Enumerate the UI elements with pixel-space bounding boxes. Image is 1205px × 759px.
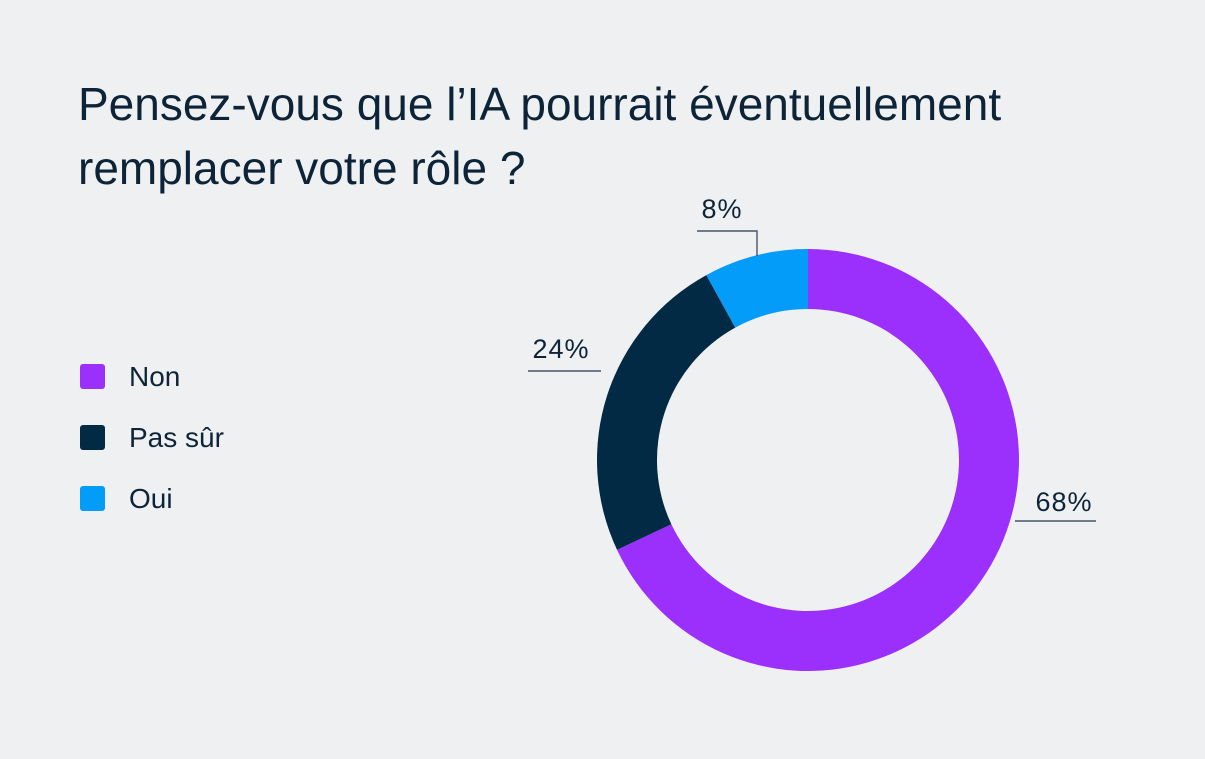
legend-item-oui: Oui xyxy=(80,468,224,529)
legend-label-pas-sur: Pas sûr xyxy=(129,421,224,453)
value-label-pas-sur: 24% xyxy=(532,334,589,364)
legend-label-oui: Oui xyxy=(129,482,173,514)
legend-item-pas-sur: Pas sûr xyxy=(80,407,224,468)
legend-swatch-non xyxy=(80,364,105,389)
legend-item-non: Non xyxy=(80,346,224,407)
donut-slice-non xyxy=(617,249,1020,671)
donut-slice-pas-sur xyxy=(597,275,736,550)
donut-slice-oui xyxy=(706,249,808,328)
legend-label-non: Non xyxy=(129,360,181,392)
leader-line-oui xyxy=(697,230,758,256)
legend-swatch-oui xyxy=(80,486,105,511)
value-label-non: 68% xyxy=(1035,487,1092,517)
value-label-oui: 8% xyxy=(701,194,742,224)
legend-swatch-pas-sur xyxy=(80,425,105,450)
legend: Non Pas sûr Oui xyxy=(80,346,224,529)
chart-title: Pensez-vous que l’IA pourrait éventuelle… xyxy=(78,78,1002,194)
